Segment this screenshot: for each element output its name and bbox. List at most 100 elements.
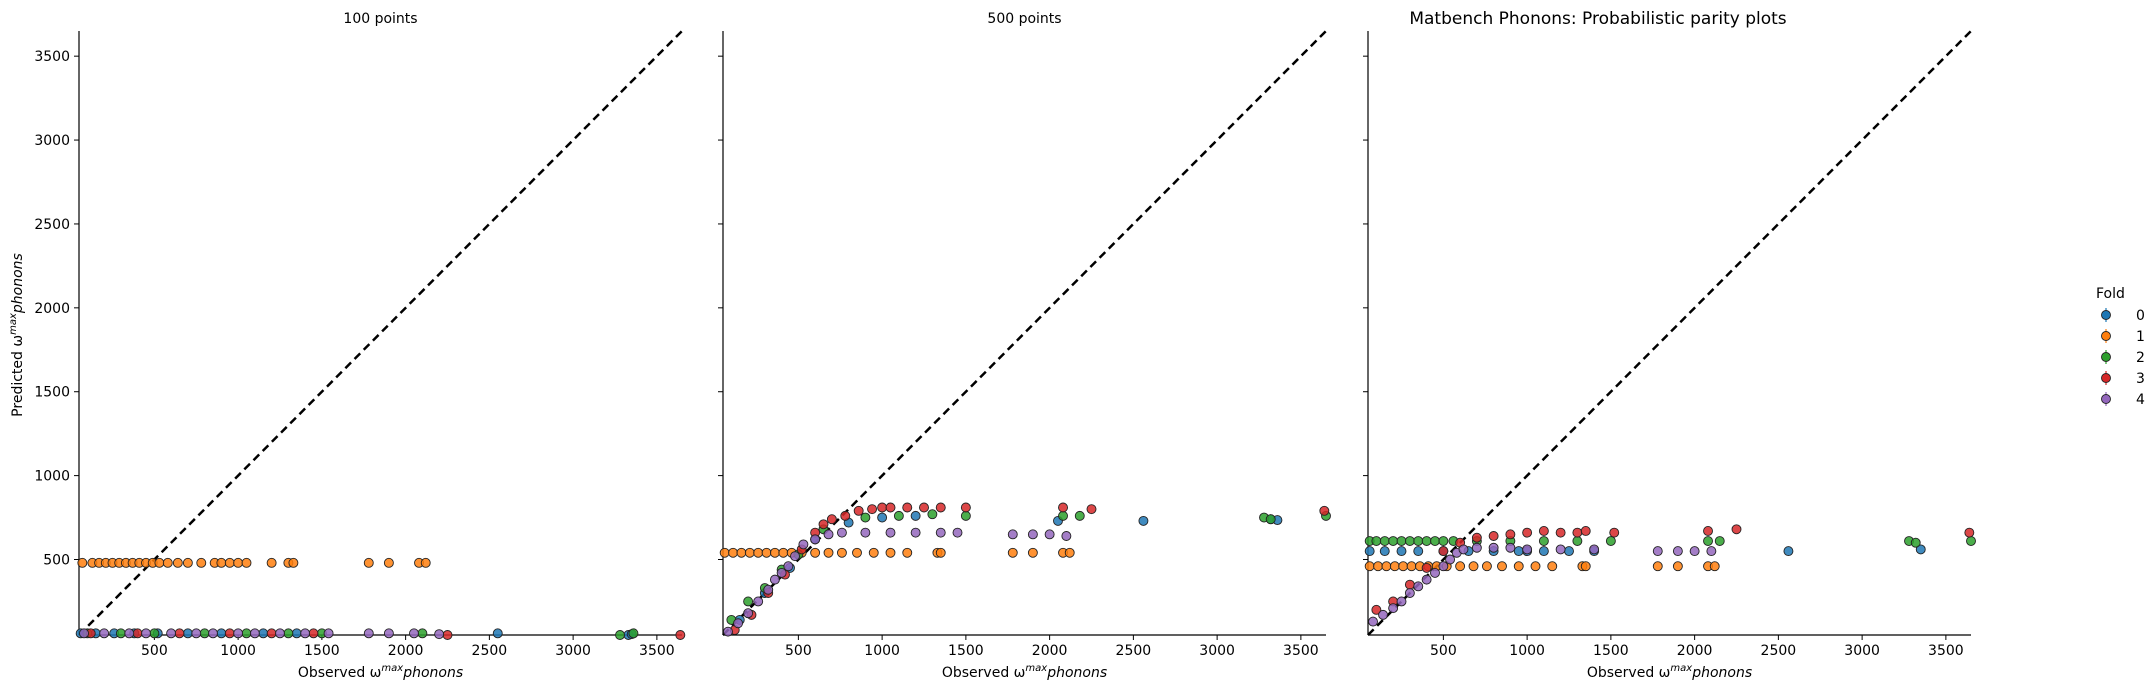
data-point [283, 628, 294, 639]
data-point [172, 557, 183, 568]
data-point [860, 512, 871, 523]
data-point [744, 547, 755, 558]
data-point [1396, 596, 1407, 607]
data-point [1481, 561, 1492, 572]
data-point [233, 628, 244, 639]
data-point [860, 527, 871, 538]
y-axis-label-sup: max [8, 313, 19, 335]
data-point [1652, 561, 1663, 572]
x-tick-label: 1500 [304, 643, 340, 659]
data-point [1689, 546, 1700, 557]
data-point [1404, 588, 1415, 599]
data-point [1445, 554, 1456, 565]
data-point [1364, 561, 1375, 572]
x-tick-label: 2500 [1761, 643, 1797, 659]
data-point [166, 628, 177, 639]
data-point [1421, 574, 1432, 585]
data-point [492, 628, 503, 639]
x-tick-label: 1000 [1509, 643, 1545, 659]
data-point [1964, 527, 1975, 538]
data-point [363, 557, 374, 568]
x-tick-label: 3500 [639, 643, 675, 659]
data-point [810, 534, 821, 545]
series-2 [726, 509, 1331, 625]
data-point [266, 628, 277, 639]
data-point [241, 557, 252, 568]
legend-marker [2101, 331, 2111, 341]
series-0 [1364, 544, 1926, 557]
data-point [1580, 526, 1591, 536]
data-point [224, 628, 235, 639]
data-point [810, 547, 821, 558]
x-tick-label: 3000 [1199, 643, 1235, 659]
data-point [1455, 561, 1466, 572]
data-point [409, 628, 419, 639]
data-point [893, 510, 904, 521]
x-tick-label: 1500 [948, 643, 984, 659]
data-point [1265, 514, 1276, 525]
data-point [935, 502, 946, 513]
data-point [1404, 536, 1415, 546]
data-point [1368, 616, 1378, 627]
x-tick-label: 2500 [1116, 643, 1152, 659]
data-point [885, 527, 896, 538]
data-point [1672, 561, 1683, 572]
data-point [77, 557, 88, 568]
data-point [1572, 536, 1583, 546]
legend-marker [2101, 310, 2111, 320]
data-point [927, 509, 938, 520]
data-point [1714, 536, 1725, 546]
data-point [1966, 536, 1976, 546]
panel-1: 500 1000 1500 2000 2500 3000 3500 500 points Obs… [718, 11, 1331, 681]
data-point [776, 567, 787, 578]
data-point [1421, 536, 1432, 546]
data-point [1513, 546, 1524, 557]
data-point [798, 539, 809, 550]
y-axis-label-tail: phonons [10, 253, 26, 314]
data-point [1388, 603, 1399, 614]
data-point [383, 557, 394, 568]
data-point [258, 628, 269, 639]
data-point [174, 628, 185, 639]
data-point [1378, 609, 1389, 620]
data-point [728, 547, 738, 558]
identity-line [78, 30, 683, 636]
x-tick-label: 1000 [220, 643, 256, 659]
data-point [723, 626, 733, 637]
data-point [769, 574, 780, 585]
x-tick-label: 3000 [1844, 643, 1880, 659]
x-tick-label: 3500 [1928, 643, 1964, 659]
data-point [1007, 529, 1018, 540]
data-point [241, 628, 252, 639]
x-tick-label: 1500 [1593, 643, 1629, 659]
y-tick-label: 2000 [34, 301, 70, 317]
series-4 [723, 527, 1072, 637]
data-point [628, 628, 639, 639]
data-point [1044, 529, 1055, 540]
data-point [1609, 527, 1620, 538]
data-point [1074, 510, 1085, 521]
data-point [783, 561, 794, 572]
data-point [1396, 536, 1407, 546]
data-point [216, 628, 227, 639]
data-point [1513, 561, 1524, 572]
data-point [1572, 527, 1583, 538]
data-point [753, 596, 764, 607]
panels: 500 1000 1500 2000 2500 3000 3500 500 1000 1500 20… [34, 11, 1976, 681]
legend-label: 2 [2136, 350, 2145, 366]
data-point [1381, 561, 1392, 572]
data-point [434, 629, 445, 640]
y-tick-label: 2500 [34, 217, 70, 233]
x-tick-label: 1000 [864, 643, 900, 659]
data-point [1371, 536, 1382, 546]
data-point [199, 628, 210, 639]
data-point [1086, 504, 1097, 515]
data-point [363, 628, 374, 639]
data-point [1471, 542, 1482, 553]
data-point [1413, 546, 1424, 557]
series-1 [1364, 561, 1720, 572]
data-point [960, 502, 971, 513]
x-axis-label: Observed ωmaxphonons [942, 663, 1107, 681]
data-point [132, 628, 143, 639]
data-point [216, 557, 227, 568]
